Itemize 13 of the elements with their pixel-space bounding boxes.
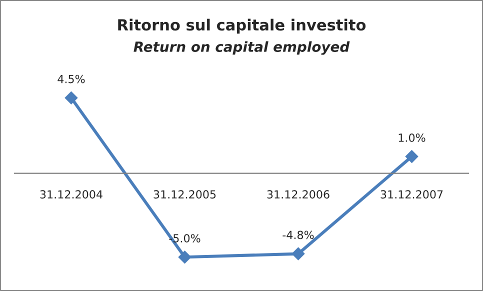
point (178, 250, 192, 264)
x-tick-label: 31.12.2007 (380, 190, 443, 199)
data-label: -4.8% (282, 230, 314, 240)
x-tick-label: 31.12.2005 (154, 190, 216, 199)
x-tick-label: 31.12.2004 (40, 190, 102, 199)
point (405, 150, 418, 163)
point (292, 247, 305, 260)
data-label: 4.5% (58, 74, 85, 84)
chart-subtitle: Return on capital employed (134, 41, 350, 55)
point (64, 91, 78, 104)
data-label: 1.0% (398, 134, 426, 142)
x-tick-label: 31.12.2006 (267, 190, 330, 199)
chart-title: Ritorno sul capitale investito (118, 18, 366, 34)
